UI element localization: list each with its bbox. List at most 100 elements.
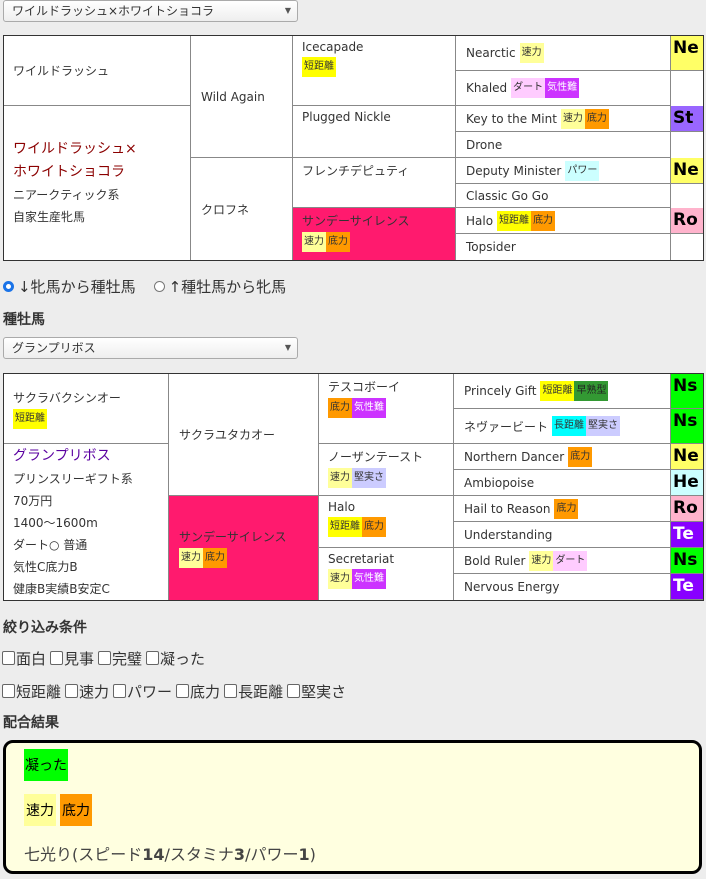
- checkbox[interactable]: [287, 684, 301, 698]
- filter-checkbox-短距離[interactable]: 短距離: [2, 681, 61, 702]
- filter-checkbox-速力[interactable]: 速力: [65, 681, 109, 702]
- checkbox[interactable]: [176, 684, 190, 698]
- trait-tag: 底力: [554, 498, 579, 519]
- factor-badge: St: [671, 106, 703, 132]
- checkbox[interactable]: [113, 684, 127, 698]
- trait-tag: 底力: [362, 517, 386, 537]
- horse-title: グランプリボス: [13, 447, 111, 464]
- radio-stallion-to-mare[interactable]: [153, 281, 165, 292]
- horse-info-line: 健康B実績B安定C: [13, 581, 110, 596]
- trait-tag: 底力: [203, 548, 227, 568]
- ancestor-name: サンデーサイレンス: [179, 530, 287, 544]
- radio-label-mare-to-stallion[interactable]: ↓牝馬から種牡馬: [18, 278, 136, 296]
- trait-tag: 短距離: [540, 381, 575, 401]
- trait-tag: 速力: [179, 548, 203, 568]
- horse-info-line: 自家生産牝馬: [13, 210, 86, 224]
- ancestor-name: Understanding: [464, 527, 553, 542]
- result-tags: 速力 底力: [24, 794, 92, 826]
- radio-mare-to-stallion[interactable]: [3, 281, 14, 292]
- filter-checkbox-見事[interactable]: 見事: [50, 648, 94, 669]
- ancestor-cell: Halo 短距離 底力: [319, 496, 454, 548]
- radio-label-stallion-to-mare[interactable]: ↑種牡馬から牝馬: [168, 278, 287, 296]
- ancestor-name: クロフネ: [201, 202, 250, 217]
- trait-tag: 短距離: [13, 408, 47, 429]
- tag-list: 速力: [519, 43, 544, 63]
- trait-tag: 速力: [302, 232, 326, 252]
- checkbox-label: 速力: [79, 683, 110, 701]
- tag-list: 速力 底力: [179, 548, 227, 568]
- factor-badge: Ne: [671, 36, 703, 71]
- checkbox[interactable]: [65, 684, 79, 698]
- ancestor-name: Secretariat: [328, 552, 395, 566]
- horse-info-cell: グランプリボス プリンスリーギフト系 70万円 1400～1600m ダート○ 普通 気性…: [4, 444, 169, 600]
- checkbox[interactable]: [146, 651, 160, 665]
- filter-row-traits: 短距離 速力 パワー 底力 長距離 堅実さ: [2, 681, 346, 702]
- factor-badge: He: [671, 470, 703, 496]
- horse-info-line: ダート○ 普通: [13, 537, 88, 552]
- trait-tag: 速力: [529, 550, 554, 571]
- horse-info-line: 気性C底力B: [13, 559, 78, 574]
- power-label: /パワー: [245, 845, 299, 864]
- result-trait-tag: 速力: [24, 794, 56, 826]
- ancestor-cell: Bold Ruler 速力 ダート: [454, 548, 671, 574]
- direction-radio-group: ↓牝馬から種牡馬 ↑種牡馬から牝馬: [3, 276, 286, 297]
- filter-checkbox-底力[interactable]: 底力: [176, 681, 220, 702]
- ancestor-cell: Classic Go Go: [456, 184, 671, 208]
- tag-list: 短距離 底力: [328, 517, 444, 537]
- result-trait-tag: 底力: [60, 794, 92, 826]
- trait-tag: 長距離: [552, 416, 587, 436]
- chevron-down-icon: ▼: [284, 343, 291, 352]
- ancestor-cell: フレンチデピュティ: [293, 158, 456, 208]
- ancestor-name: Icecapade: [302, 40, 364, 54]
- trait-tag: 速力: [519, 43, 544, 63]
- factor-badge: St: [671, 106, 703, 158]
- ancestor-name: サンデーサイレンス: [302, 214, 410, 228]
- ancestor-name: Ambiopoise: [464, 475, 535, 490]
- ancestor-name: サクラユタカオー: [179, 428, 276, 442]
- trait-tag: 速力: [328, 569, 352, 589]
- stamina-label: /スタミナ: [164, 845, 234, 864]
- tag-list: 短距離: [13, 408, 159, 429]
- filter-checkbox-長距離[interactable]: 長距離: [224, 681, 283, 702]
- checkbox[interactable]: [50, 651, 64, 665]
- trait-tag: 速力: [328, 468, 352, 488]
- ancestor-name: Hail to Reason: [464, 501, 551, 516]
- ancestor-name: Drone: [466, 137, 503, 152]
- checkbox[interactable]: [98, 651, 112, 665]
- factor-badge: Ro: [671, 496, 703, 522]
- result-box: 凝った 速力 底力 七光り(スピード14/スタミナ3/パワー1): [3, 740, 702, 874]
- factor-badge: Ns: [671, 409, 703, 444]
- ancestor-cell: Khaled ダート 気性難: [456, 71, 671, 106]
- ancestor-name: Deputy Minister: [466, 163, 562, 178]
- ancestor-cell: サクラユタカオー: [169, 374, 319, 496]
- filter-checkbox-凝った[interactable]: 凝った: [146, 648, 205, 669]
- stallion-heading: 種牡馬: [3, 312, 45, 328]
- mare-select[interactable]: ワイルドラッシュ×ホワイトショコラ ▼: [3, 0, 298, 22]
- ancestor-name: Key to the Mint: [466, 111, 557, 126]
- stallion-pedigree-table: サクラバクシンオー 短距離 グランプリボス プリンスリーギフト系 70万円 1400～16…: [3, 373, 704, 601]
- filter-checkbox-パワー[interactable]: パワー: [113, 681, 172, 702]
- checkbox-label: 見事: [64, 650, 95, 668]
- tag-list: 短距離 早熟型: [540, 381, 609, 401]
- factor-badge: Ns: [671, 548, 703, 574]
- tag-list: 短距離: [302, 57, 446, 77]
- trait-tag: 底力: [326, 232, 350, 252]
- checkbox[interactable]: [2, 684, 15, 698]
- ancestor-name: ネヴァービート: [464, 419, 549, 434]
- checkbox-label: 底力: [190, 683, 221, 701]
- stallion-select[interactable]: グランプリボス ▼: [3, 337, 298, 359]
- tag-list: 長距離 堅実さ: [552, 416, 621, 436]
- trait-tag: 短距離: [497, 210, 532, 231]
- factor-badge: Ne: [671, 444, 703, 470]
- ancestor-name: Khaled: [466, 81, 508, 95]
- horse-name: ワイルドラッシュ: [13, 64, 110, 78]
- filter-checkbox-堅実さ[interactable]: 堅実さ: [287, 681, 346, 702]
- summary-prefix: 七光り(スピード: [24, 845, 143, 864]
- checkbox-label: 面白: [16, 650, 47, 668]
- checkbox[interactable]: [2, 651, 15, 665]
- checkbox[interactable]: [224, 684, 238, 698]
- filter-checkbox-完璧[interactable]: 完璧: [98, 648, 142, 669]
- ancestor-name: Northern Dancer: [464, 449, 565, 464]
- filter-checkbox-面白[interactable]: 面白: [2, 648, 46, 669]
- factor-badge: Ro: [671, 208, 703, 234]
